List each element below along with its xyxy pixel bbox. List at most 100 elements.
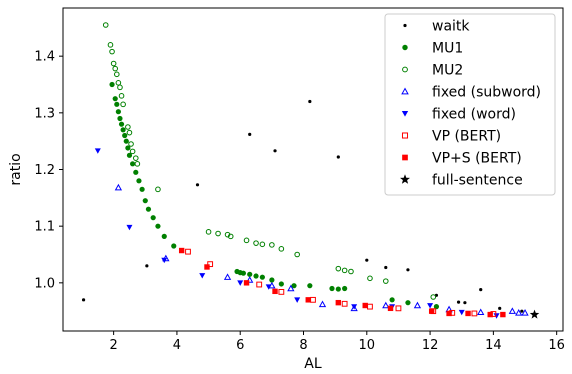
legend-label: VP (BERT) (432, 129, 501, 145)
legend-label: fixed (subword) (432, 85, 541, 101)
data-point (318, 300, 327, 308)
data-point (477, 308, 485, 316)
data-point (207, 261, 214, 268)
data-point (126, 129, 133, 136)
data-point (342, 285, 348, 292)
y-axis-label: ratio (8, 153, 24, 185)
data-point (107, 42, 114, 48)
data-point (487, 311, 493, 318)
data-point (335, 265, 342, 272)
data-point (265, 284, 272, 290)
data-point (126, 152, 133, 158)
data-point (240, 270, 246, 276)
legend-marker (401, 87, 409, 95)
series-7 (529, 309, 540, 319)
data-point (471, 310, 478, 317)
x-tick-label: 8 (299, 338, 307, 353)
data-point (243, 280, 250, 286)
legend-label: MU2 (432, 63, 463, 79)
legend-label: VP+S (BERT) (432, 151, 522, 167)
data-point (291, 283, 297, 289)
data-point (130, 161, 136, 167)
data-point (479, 288, 483, 292)
data-point (259, 274, 265, 280)
data-point (118, 121, 125, 127)
data-point (139, 186, 145, 192)
legend-marker (402, 66, 408, 73)
data-point (335, 299, 342, 306)
data-point (204, 264, 210, 270)
data-point (125, 124, 131, 130)
data-point (294, 297, 301, 303)
data-point (272, 288, 278, 295)
data-point (126, 224, 133, 231)
data-point (287, 284, 295, 292)
data-point (215, 230, 221, 237)
data-point (227, 233, 234, 240)
data-point (223, 273, 232, 280)
data-point (113, 71, 120, 78)
data-point (114, 183, 123, 191)
data-point (253, 240, 259, 246)
data-point (341, 267, 348, 274)
data-point (133, 169, 139, 175)
data-point (341, 300, 348, 307)
data-point (362, 302, 368, 309)
x-tick-label: 14 (485, 338, 502, 353)
data-point (278, 289, 285, 295)
x-tick-label: 10 (359, 338, 376, 353)
data-point (253, 273, 259, 279)
data-point (118, 93, 125, 99)
data-point (458, 309, 465, 316)
data-point (145, 206, 152, 212)
data-point (109, 81, 115, 88)
legend-marker (402, 154, 408, 161)
series-6 (178, 247, 506, 318)
data-point (161, 257, 168, 264)
data-point (430, 294, 437, 300)
legend-box (384, 13, 556, 196)
legend-marker (401, 132, 409, 139)
data-point (171, 243, 177, 249)
data-point (433, 304, 440, 310)
data-point (122, 132, 128, 139)
x-tick-label: 6 (236, 338, 244, 353)
y-tick-label: 1.3 (34, 106, 55, 121)
data-point (493, 313, 500, 319)
data-point (515, 309, 523, 316)
data-point (247, 271, 253, 277)
data-point (120, 101, 126, 108)
series-2 (102, 22, 437, 300)
data-point (112, 96, 118, 102)
data-point (336, 155, 340, 159)
data-point (248, 132, 252, 136)
data-point (94, 148, 101, 154)
data-point (117, 84, 123, 91)
data-point (269, 242, 275, 248)
data-point (195, 183, 200, 187)
data-point (446, 310, 452, 317)
data-point (185, 248, 191, 255)
data-point (382, 301, 390, 309)
y-tick-label: 1.2 (34, 163, 55, 178)
data-point (465, 310, 471, 317)
x-axis-label: AL (304, 356, 322, 372)
legend-label: full-sentence (432, 173, 523, 189)
data-point (521, 309, 529, 316)
y-tick-label: 1.4 (34, 50, 55, 65)
data-point (463, 301, 467, 305)
data-point (395, 305, 402, 312)
data-point (498, 306, 502, 310)
data-point (150, 215, 156, 221)
data-point (384, 265, 388, 270)
data-point (110, 60, 117, 67)
data-point (81, 298, 86, 302)
legend-marker (403, 23, 407, 28)
legend-marker (401, 110, 409, 117)
data-point (273, 149, 277, 153)
data-point (123, 138, 129, 144)
series-4 (94, 148, 500, 319)
x-tick-label: 16 (548, 338, 565, 353)
x-tick-label: 2 (109, 338, 117, 353)
data-point (305, 297, 311, 303)
